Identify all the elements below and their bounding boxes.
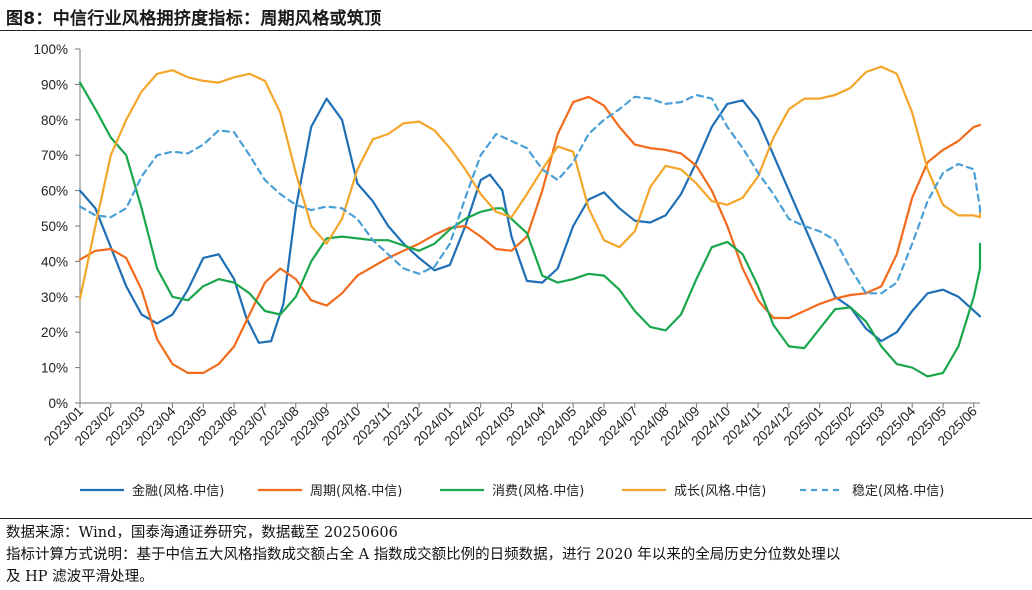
x-axis: 2023/012023/022023/032023/042023/052023/…	[41, 402, 980, 449]
y-tick-label: 0%	[48, 396, 68, 411]
y-tick-label: 100%	[33, 42, 68, 57]
y-tick-label: 70%	[41, 148, 68, 163]
y-axis: 0% 10% 20% 30% 40% 50% 60% 70% 80% 90% 100%	[33, 42, 81, 411]
figure-title: 图8：中信行业风格拥挤度指标：周期风格或筑顶	[6, 9, 382, 29]
legend-label-5: 稳定(风格.中信)	[852, 483, 944, 499]
method-note-line2: 及 HP 滤波平滑处理。	[6, 569, 154, 585]
y-tick-label: 40%	[41, 254, 68, 269]
legend-label-3: 消费(风格.中信)	[492, 483, 584, 499]
y-tick-label: 60%	[41, 184, 68, 199]
legend-label-1: 金融(风格.中信)	[132, 483, 224, 499]
y-tick-label: 20%	[41, 325, 68, 340]
series-line-3	[78, 81, 982, 378]
legend-label-2: 周期(风格.中信)	[310, 483, 402, 499]
notes-block: 数据来源：Wind，国泰海通证券研究，数据截至 20250606 指标计算方式说…	[6, 522, 1026, 588]
series-line-4	[78, 65, 982, 300]
title-underline	[0, 30, 1032, 31]
chart-legend: 金融(风格.中信) 周期(风格.中信) 消费(风格.中信) 成长(风格.中信) 稳定(风…	[80, 483, 944, 499]
y-tick-label: 80%	[41, 113, 68, 128]
series-line-1	[78, 97, 982, 344]
series-line-5	[78, 93, 982, 295]
source-note: 数据来源：Wind，国泰海通证券研究，数据截至 20250606	[6, 525, 398, 541]
chart-series	[78, 65, 982, 378]
y-tick-label: 30%	[41, 290, 68, 305]
series-line-2	[78, 95, 982, 374]
line-chart: 0% 10% 20% 30% 40% 50% 60% 70% 80% 90% 100% 2023/0…	[33, 42, 982, 499]
y-tick-label: 50%	[41, 219, 68, 234]
method-note-line1: 指标计算方式说明：基于中信五大风格指数成交额占全 A 指数成交额比例的日频数据，…	[6, 547, 841, 563]
y-tick-label: 10%	[41, 361, 68, 376]
legend-label-4: 成长(风格.中信)	[674, 483, 766, 499]
y-tick-label: 90%	[41, 77, 68, 92]
notes-divider	[0, 518, 1032, 519]
